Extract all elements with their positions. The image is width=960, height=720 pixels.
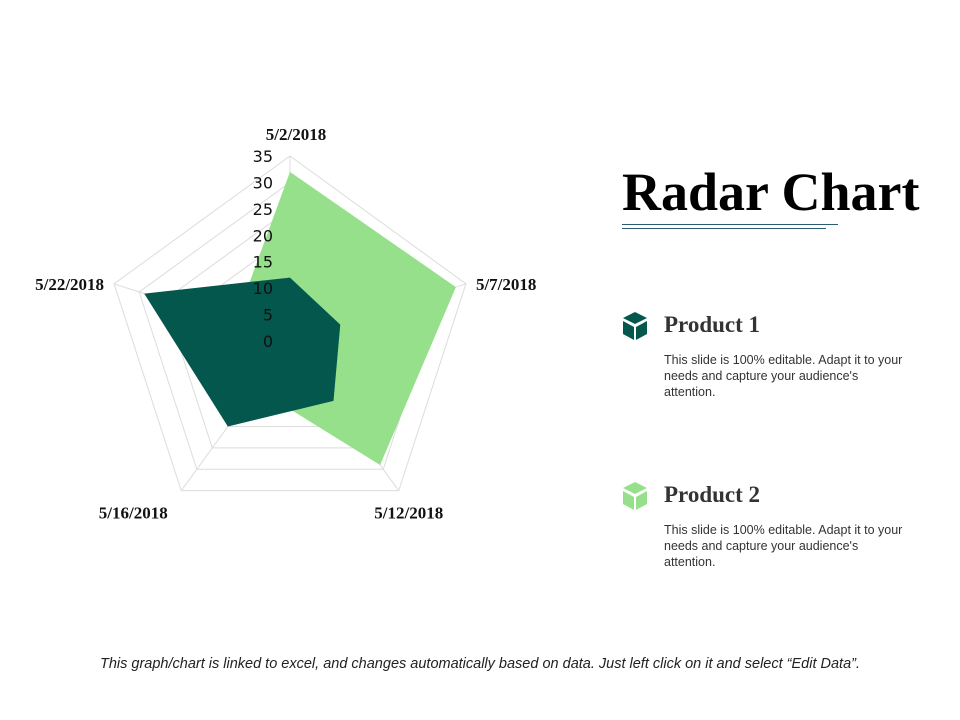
tick-label: 15: [253, 253, 273, 272]
category-label: 5/2/2018: [266, 125, 326, 144]
tick-label: 5: [263, 306, 273, 325]
category-label: 5/22/2018: [35, 275, 104, 294]
tick-label: 20: [253, 226, 273, 245]
footer-note: This graph/chart is linked to excel, and…: [99, 656, 861, 672]
box-icon: [623, 482, 647, 510]
page-title: Radar Chart: [622, 162, 920, 222]
radar-series: [144, 171, 456, 466]
series-area-product-1: [144, 277, 341, 427]
title-underline: [622, 224, 838, 225]
legend-description: This slide is 100% editable. Adapt it to…: [664, 523, 903, 569]
tick-label: 25: [253, 200, 273, 219]
tick-label: 30: [253, 173, 273, 192]
category-label: 5/12/2018: [374, 504, 443, 523]
title-underline-secondary: [622, 228, 826, 229]
category-label: 5/7/2018: [476, 275, 536, 294]
radar-chart: 0 5 10 15 20 25 30 35 5/2/2018 5/7/2018 5/12/2018…: [35, 125, 536, 523]
tick-label: 35: [253, 147, 273, 166]
legend-title: Product 2: [664, 482, 761, 507]
radial-tick-labels: 0 5 10 15 20 25 30 35: [253, 147, 273, 351]
grid-ring: [113, 155, 467, 492]
legend-description: This slide is 100% editable. Adapt it to…: [664, 353, 903, 399]
category-label: 5/16/2018: [99, 504, 168, 523]
legend-title: Product 1: [664, 312, 761, 337]
tick-label: 10: [253, 279, 273, 298]
tick-label: 0: [263, 332, 273, 351]
category-labels: 5/2/2018 5/7/2018 5/12/2018 5/16/2018 5/22/2…: [35, 125, 536, 523]
box-icon: [623, 312, 647, 340]
